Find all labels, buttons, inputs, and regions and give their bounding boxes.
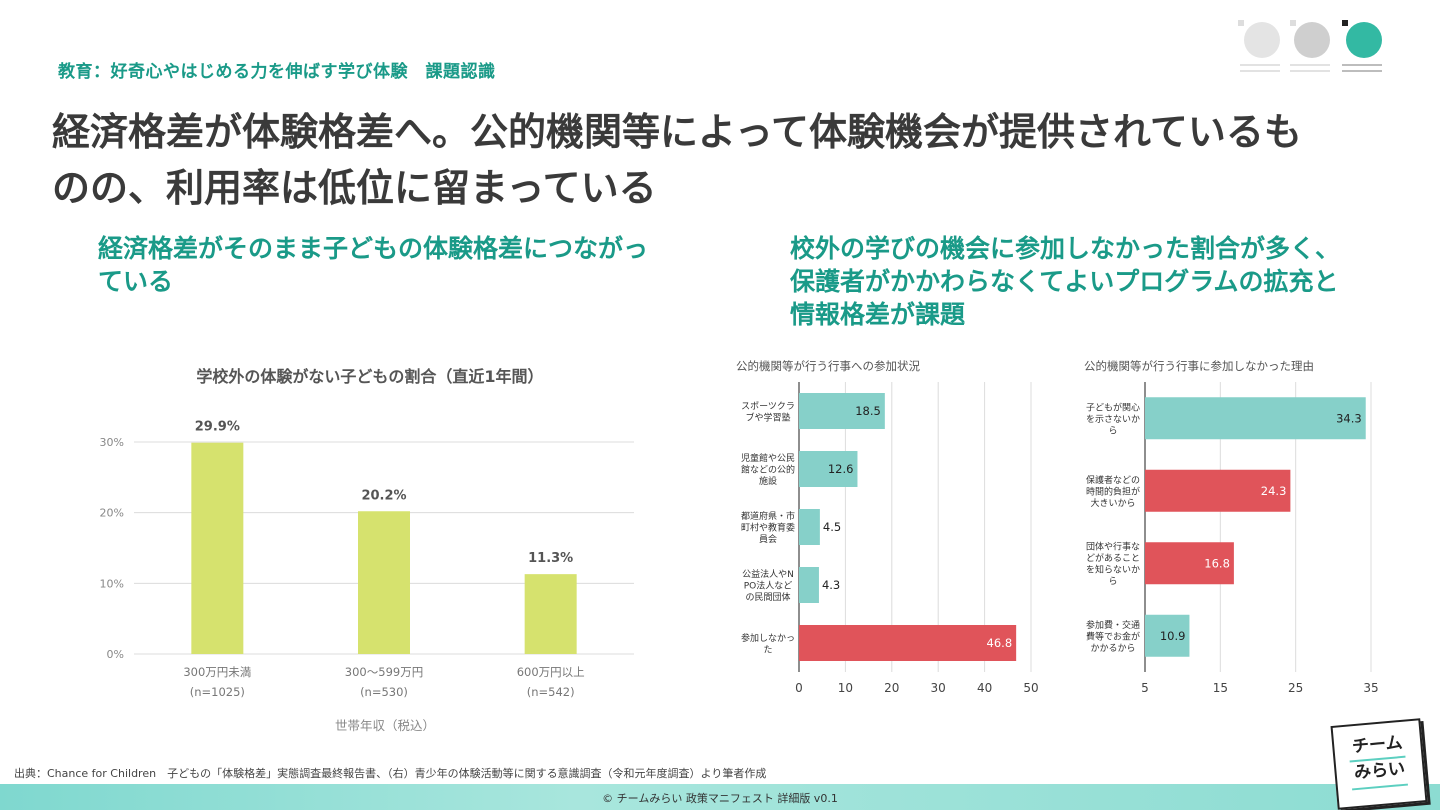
footer-copyright: © チームみらい 政策マニフェスト 詳細版 v0.1 — [602, 792, 838, 805]
x-tick-label: 15 — [1213, 681, 1228, 695]
thumb-caption-line — [1290, 70, 1330, 72]
y-category-label: 参加費・交通費等でお金がかかるから — [1086, 619, 1140, 654]
y-category-label: 公益法人やN PO法人などの民間団体 — [742, 568, 794, 603]
bar — [524, 574, 577, 654]
thumb-caption-line — [1342, 70, 1382, 72]
thumbnail-3-active — [1346, 22, 1382, 58]
data-label: 10.9 — [1160, 629, 1186, 643]
nonparticipation-reason-chart: 公的機関等が行う行事に参加しなかった理由 5 15 25 35 34.3 子どもが関心を示さ… — [1084, 359, 1379, 695]
x-tick-label: 40 — [977, 681, 992, 695]
thumbnail-2 — [1294, 22, 1330, 58]
data-label: 46.8 — [987, 636, 1013, 650]
thumb-marker-active — [1342, 20, 1348, 26]
thumb-caption-line — [1240, 64, 1280, 66]
x-tick-label: 10 — [838, 681, 853, 695]
x-tick-label: 0 — [795, 681, 803, 695]
x-tick-label: 5 — [1141, 681, 1149, 695]
data-label: 29.9% — [195, 420, 240, 435]
data-label: 18.5 — [855, 404, 881, 418]
section-thumbnails — [1232, 18, 1392, 82]
chart-title: 公的機関等が行う行事への参加状況 — [736, 359, 920, 373]
participation-chart: 公的機関等が行う行事への参加状況 0 10 20 30 40 50 18.5 スポーツクラブや学… — [736, 359, 1039, 695]
section-label: 教育：好奇心やはじめる力を伸ばす学び体験 課題認識 — [58, 62, 496, 82]
y-tick-label: 20% — [100, 507, 124, 520]
x-tick-label: 50 — [1023, 681, 1038, 695]
footer-bar: © チームみらい 政策マニフェスト 詳細版 v0.1 — [0, 784, 1440, 810]
bar — [1145, 614, 1190, 657]
left-heading: 経済格差がそのまま子どもの体験格差につながっている — [98, 234, 649, 296]
thumb-marker — [1290, 20, 1296, 26]
bar — [191, 442, 244, 654]
data-label: 4.5 — [823, 520, 841, 534]
x-tick-label: 20 — [884, 681, 899, 695]
y-category-label: スポーツクラブや学習塾 — [741, 401, 795, 424]
x-tick-label: 300～599万円 — [345, 665, 423, 679]
y-category-label: 団体や行事などがあることを知らないから — [1086, 541, 1140, 588]
thumb-caption-line — [1342, 64, 1382, 66]
chart-title: 学校外の体験がない子どもの割合（直近1年間） — [196, 367, 543, 386]
thumbnail-1 — [1244, 22, 1280, 58]
x-axis-label: 世帯年収（税込） — [335, 718, 435, 733]
x-tick-label: 35 — [1363, 681, 1378, 695]
y-category-label: 児童館や公民館などの公的施設 — [741, 452, 795, 487]
bar — [799, 451, 858, 487]
data-label: 4.3 — [822, 578, 840, 592]
team-mirai-logo: チーム みらい — [1330, 718, 1428, 810]
data-label: 16.8 — [1204, 556, 1230, 570]
data-label: 11.3% — [528, 551, 573, 566]
y-tick-label: 10% — [100, 577, 124, 590]
page-title: 経済格差が体験格差へ。公的機関等によって体験機会が提供されているものの、利用率は… — [52, 110, 1302, 210]
bar — [799, 393, 885, 429]
data-label: 20.2% — [361, 488, 406, 503]
data-label: 34.3 — [1336, 411, 1362, 425]
x-tick-label: 300万円未満 — [183, 665, 251, 679]
thumb-caption-line — [1240, 70, 1280, 72]
bar — [1145, 542, 1234, 585]
data-label: 12.6 — [828, 462, 854, 476]
y-category-label: 子どもが関心を示さないから — [1086, 401, 1140, 436]
thumb-marker — [1238, 20, 1244, 26]
y-category-label: 保護者などの時間的負担が大きいから — [1086, 474, 1140, 509]
bar — [1145, 469, 1291, 512]
x-tick-label: 25 — [1288, 681, 1303, 695]
x-tick-note: (n=530) — [360, 685, 408, 699]
x-tick-label: 30 — [931, 681, 946, 695]
right-heading: 校外の学びの機会に参加しなかった割合が多く、保護者がかかわらなくてよいプログラム… — [790, 234, 1341, 329]
chart-title: 公的機関等が行う行事に参加しなかった理由 — [1084, 359, 1314, 373]
data-label: 24.3 — [1261, 484, 1287, 498]
y-tick-label: 30% — [100, 436, 124, 449]
x-tick-note: (n=542) — [527, 685, 575, 699]
x-tick-note: (n=1025) — [190, 685, 245, 699]
source-note: 出典：Chance for Children 子どもの「体験格差」実態調査最終報… — [14, 767, 767, 780]
x-tick-label: 600万円以上 — [517, 665, 585, 679]
bar — [1145, 397, 1366, 440]
bar — [799, 509, 820, 545]
y-category-label: 参加しなかった — [741, 632, 795, 656]
income-experience-chart: 学校外の体験がない子どもの割合（直近1年間） 0% 10% 20% 30% 29.9% 30… — [100, 367, 634, 733]
bar — [799, 567, 819, 603]
y-tick-label: 0% — [107, 648, 124, 661]
bar — [799, 625, 1017, 661]
thumb-caption-line — [1290, 64, 1330, 66]
y-category-label: 都道府県・市町村や教育委員会 — [741, 510, 795, 545]
bar — [358, 511, 410, 654]
